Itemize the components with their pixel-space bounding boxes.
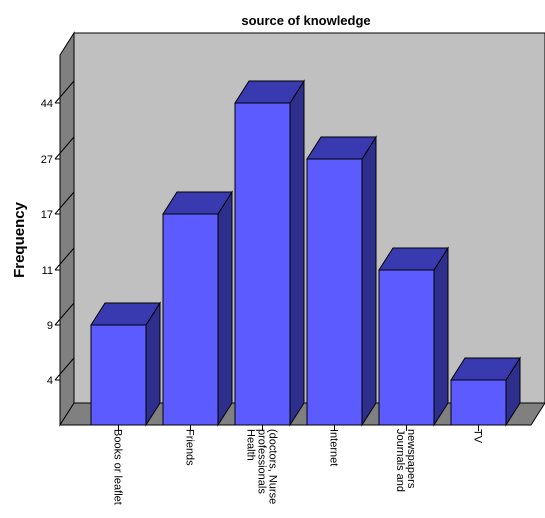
y-gridline-stub [54, 136, 75, 160]
y-axis-label: Frequency [11, 201, 28, 278]
y-tick-label: 9 [47, 320, 53, 332]
bar [306, 135, 377, 427]
y-tick-label: 17 [41, 209, 53, 221]
bar-side [289, 79, 305, 427]
y-tick-label: 11 [42, 265, 53, 277]
bar-side [217, 190, 233, 427]
x-tick-label: Journals and [394, 429, 406, 492]
bar-side [361, 135, 377, 427]
y-axis: 4 9 11 17 27 44 [41, 80, 75, 387]
y-gridline-stub [54, 302, 75, 326]
chart-title: source of knowledge [241, 13, 370, 28]
x-tick-label: newspapers [405, 429, 417, 489]
bar-front [306, 158, 363, 426]
bar-front [450, 379, 507, 426]
bar [450, 356, 521, 427]
y-tick-label: 27 [41, 154, 53, 166]
bar [90, 301, 161, 427]
y-gridline-stub [54, 191, 75, 215]
x-axis: Books or leaflet Friends Health professiona… [60, 424, 531, 505]
x-tick-label: Friends [184, 429, 196, 466]
x-tick-label: Books or leaflet [112, 429, 124, 505]
bar-front [378, 269, 435, 426]
x-tick-label: professionals [256, 429, 268, 494]
y-tick-label: 4 [47, 375, 53, 387]
x-tick-label: Internet [328, 429, 340, 466]
bar-front [162, 213, 219, 426]
x-tick-label: TV [472, 429, 484, 444]
bar-front [90, 324, 147, 426]
bar-front [234, 102, 291, 426]
y-gridline-stub [54, 80, 75, 104]
x-tick-label: (doctors, Nurse [267, 429, 279, 504]
bar [378, 246, 449, 427]
bar [162, 190, 233, 427]
bar [234, 79, 305, 427]
y-gridline-stub [54, 357, 75, 381]
bar-side [433, 246, 449, 427]
bars [90, 79, 521, 427]
y-gridline-stub [54, 247, 75, 271]
x-tick-label: Health [245, 429, 257, 461]
y-tick-label: 44 [41, 98, 53, 110]
